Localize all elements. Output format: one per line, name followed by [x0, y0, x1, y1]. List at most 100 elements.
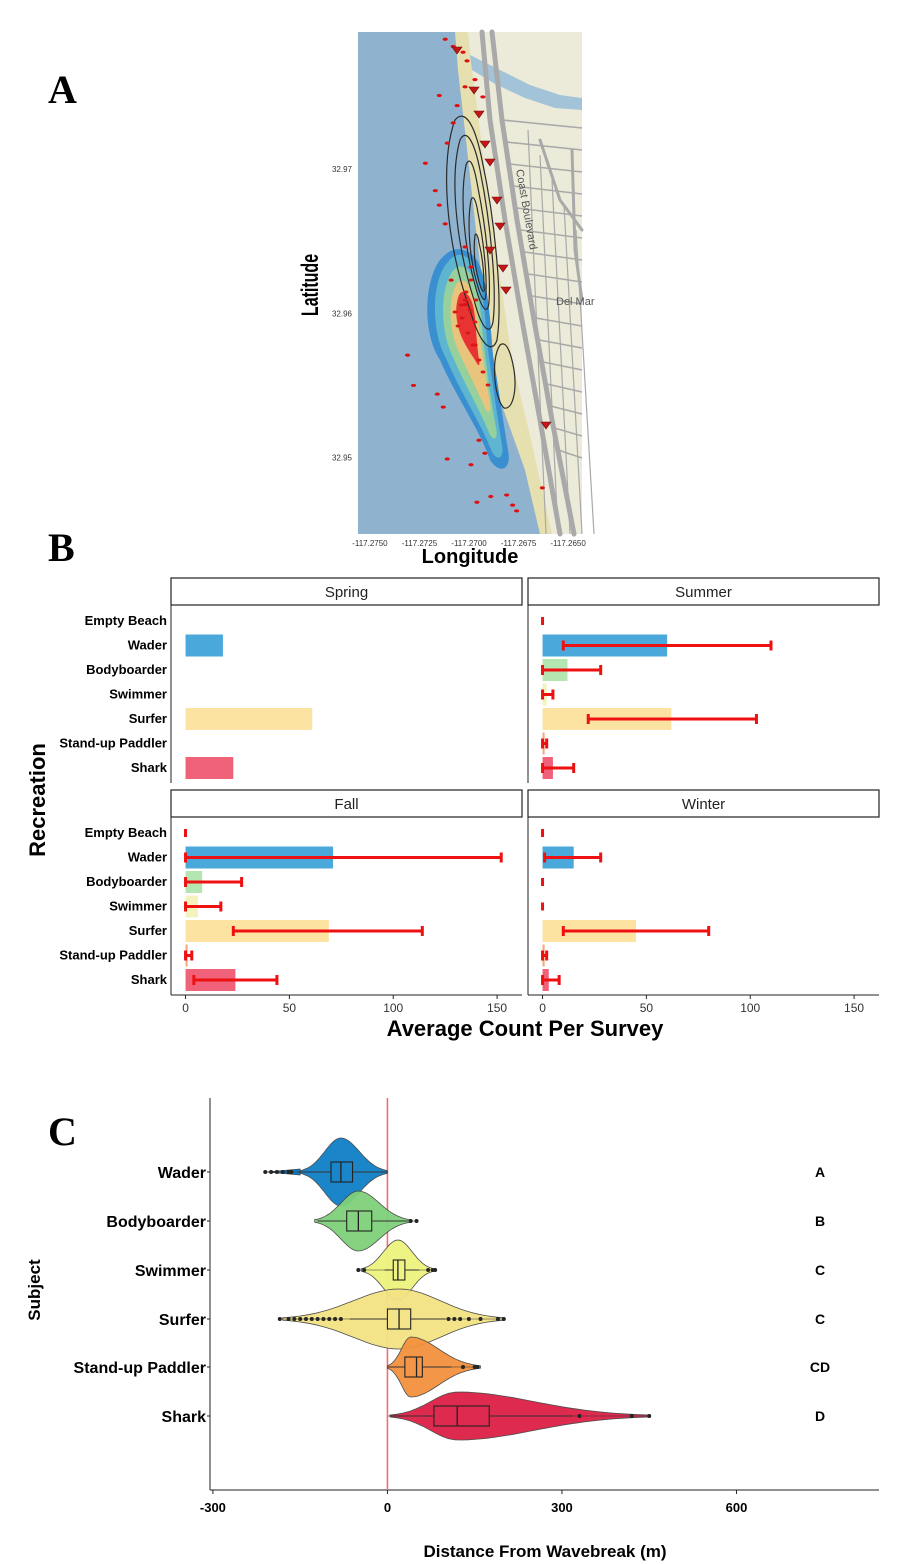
shark-detection-point [462, 298, 468, 302]
shark-detection-point [436, 203, 442, 207]
iqr-box [346, 1210, 373, 1232]
x-tick-label: 50 [283, 1001, 297, 1015]
street [527, 129, 547, 535]
shark-detection-point [476, 358, 482, 362]
street [531, 295, 583, 305]
map-axes: -117.2750 -117.2725 -117.2700 -117.2675 -117… [332, 165, 586, 548]
street [528, 273, 583, 283]
density-contour [468, 197, 487, 301]
map-human-density-contours [446, 115, 516, 409]
shark-detection-point [488, 494, 494, 499]
shark-detection-point [470, 343, 476, 347]
bar-x-axis-title: Average Count Per Survey [387, 1016, 664, 1041]
bar-wader [185, 634, 223, 657]
shark-detection-point [513, 509, 520, 513]
density-contour [493, 343, 516, 409]
map-x-tick-label: -117.2750 [352, 539, 388, 548]
shark-detection-point [442, 222, 448, 226]
shark-detection-point [463, 290, 469, 294]
x-tick-label: 0 [384, 1500, 391, 1515]
facet-summer: Summer [527, 577, 880, 783]
street [563, 204, 583, 535]
map-x-tick-label: -117.2675 [501, 539, 537, 548]
shark-detection-point [448, 278, 454, 282]
shark-detection-point [473, 298, 479, 302]
map-y-tick-label: 32.97 [332, 165, 353, 174]
category-label: Wader [128, 638, 167, 653]
receiver-marker [494, 222, 506, 231]
shark-detection-point [467, 308, 473, 312]
receiver-marker [479, 140, 491, 149]
map-x-tick-label: -117.2650 [550, 539, 586, 548]
shark-detection-point [465, 331, 471, 335]
bar-surfer [185, 708, 313, 730]
category-label: Shark [131, 760, 168, 775]
street [575, 229, 595, 535]
facet-strip-label: Spring [325, 584, 368, 601]
violin-bodyboarder: Bodyboarder B [106, 1190, 825, 1252]
x-tick-label: 150 [844, 1001, 864, 1015]
category-label: Surfer [129, 923, 167, 938]
shark-detection-point [458, 303, 464, 307]
category-label: Swimmer [109, 687, 167, 702]
receiver-marker [484, 246, 496, 255]
main-road [479, 29, 563, 537]
facet-spring: Spring Empty Beach Wader Bodyboarder Swimmer… [59, 577, 523, 783]
shark-detection-point [454, 103, 460, 108]
density-layer [456, 291, 480, 366]
facet-strip [527, 577, 880, 606]
bar-shark [185, 757, 234, 779]
facet-strip-label: Winter [682, 796, 725, 813]
category-label: Wader [158, 1165, 206, 1182]
x-tick-label: -300 [200, 1500, 226, 1515]
panel-b-letter: B [48, 525, 75, 570]
iqr-box [404, 1356, 423, 1378]
category-label: Bodyboarder [86, 662, 167, 677]
map-x-axis-title: Longitude [422, 546, 519, 568]
significance-letter: A [815, 1164, 825, 1180]
shark-detection-point [436, 93, 442, 98]
density-contour [446, 115, 500, 348]
map-beach [455, 32, 570, 534]
density-contour [454, 134, 495, 330]
category-label: Stand-up Paddler [59, 736, 167, 751]
map-place-label: Del Mar [556, 296, 595, 308]
violin-swimmer: Swimmer C [135, 1239, 825, 1301]
facet-fall: Fall Empty Beach Wader Bodyboarder Swimmer Su… [59, 789, 523, 1015]
violin-y-axis-title: Subject [25, 1259, 44, 1321]
shark-detection-point [462, 303, 468, 307]
receiver-marker [473, 110, 485, 119]
receiver-marker [497, 264, 509, 273]
receiver-marker [500, 286, 512, 295]
street [513, 185, 583, 195]
violin-stand-up-paddler: Stand-up Paddler CD [74, 1336, 830, 1398]
map-y-axis-title: Latitude [298, 254, 324, 316]
shark-detection-point [539, 486, 545, 490]
category-label: Empty Beach [85, 613, 167, 628]
shark-detection-point [444, 457, 450, 461]
map-lagoon [470, 55, 582, 110]
violin-wader: Wader A [158, 1137, 825, 1207]
shark-detection-point [440, 405, 446, 409]
significance-letter: B [815, 1213, 825, 1229]
category-label: Wader [128, 850, 167, 865]
shark-detection-point [462, 85, 468, 89]
x-tick-label: 600 [726, 1500, 748, 1515]
shark-detection-point [452, 310, 458, 314]
category-label: Shark [131, 972, 168, 987]
shark-detection-point [450, 121, 456, 125]
shark-detection-point [474, 500, 480, 504]
shark-detection-point [462, 245, 468, 249]
shark-detection-point [460, 50, 466, 54]
shark-detection-point [468, 265, 474, 269]
shark-detection-point [482, 451, 488, 455]
shark-detection-point [468, 278, 474, 282]
map-x-tick-label: -117.2700 [451, 539, 487, 548]
map-y-tick-label: 32.96 [332, 309, 353, 318]
map-x-tick-label: -117.2725 [402, 539, 438, 548]
map-panel-a: Del Mar Coast Boulevard [358, 29, 595, 537]
significance-letter: CD [810, 1359, 830, 1375]
facet-strip-label: Summer [675, 584, 732, 601]
facet-strip [527, 789, 880, 818]
category-label: Empty Beach [85, 825, 167, 840]
